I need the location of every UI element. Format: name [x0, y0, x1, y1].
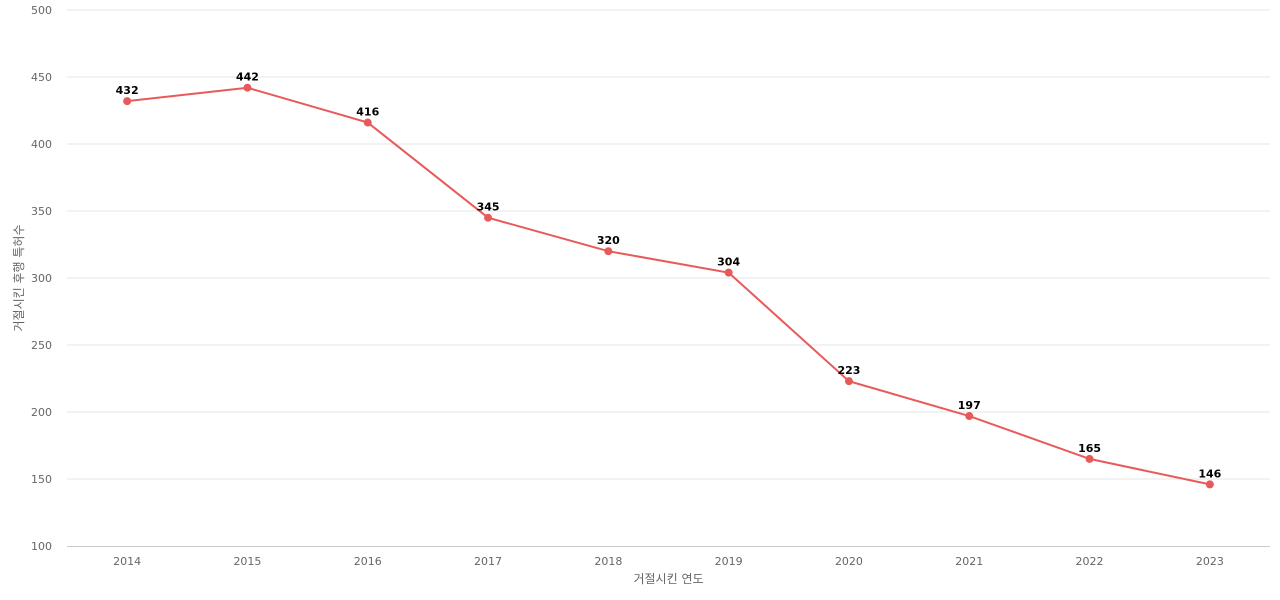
data-label: 146 — [1198, 467, 1221, 480]
y-axis-title: 거절시킨 후행 특허수 — [11, 225, 26, 332]
grid — [67, 9, 1270, 480]
x-tick-label: 2017 — [474, 555, 502, 568]
data-point[interactable] — [844, 377, 853, 386]
y-axis-ticks: 100 150 200 250 300 350 400 450 500 — [31, 4, 52, 553]
x-tick-label: 2015 — [233, 555, 261, 568]
data-point[interactable] — [363, 118, 372, 127]
x-tick-label: 2014 — [113, 555, 141, 568]
x-tick-label: 2023 — [1196, 555, 1224, 568]
data-points — [123, 83, 1214, 489]
y-tick-label: 350 — [31, 205, 52, 218]
x-axis-title: 거절시킨 연도 — [633, 572, 703, 586]
x-tick-label: 2018 — [594, 555, 622, 568]
data-label: 442 — [236, 71, 259, 84]
y-tick-label: 150 — [31, 473, 52, 486]
data-label: 416 — [356, 106, 379, 119]
data-point[interactable] — [965, 412, 974, 421]
y-tick-label: 500 — [31, 4, 52, 17]
data-point[interactable] — [1205, 480, 1214, 489]
x-tick-label: 2019 — [715, 555, 743, 568]
data-point[interactable] — [604, 247, 613, 256]
x-tick-label: 2020 — [835, 555, 863, 568]
y-tick-label: 450 — [31, 71, 52, 84]
data-label: 223 — [837, 364, 860, 377]
x-tick-label: 2022 — [1076, 555, 1104, 568]
data-label: 165 — [1078, 442, 1101, 455]
y-tick-label: 200 — [31, 406, 52, 419]
data-label: 345 — [477, 201, 500, 214]
y-tick-label: 300 — [31, 272, 52, 285]
data-label: 320 — [597, 234, 620, 247]
data-labels: 432 442 416 345 320 304 223 197 165 146 — [116, 71, 1222, 481]
y-tick-label: 100 — [31, 540, 52, 553]
data-point[interactable] — [123, 97, 132, 106]
data-point[interactable] — [724, 268, 733, 277]
data-label: 197 — [958, 399, 981, 412]
series-line — [127, 86, 1211, 486]
y-tick-label: 400 — [31, 138, 52, 151]
data-point[interactable] — [1085, 454, 1094, 463]
data-point[interactable] — [243, 83, 252, 92]
x-tick-label: 2021 — [955, 555, 983, 568]
data-label: 432 — [116, 84, 139, 97]
x-tick-label: 2016 — [354, 555, 382, 568]
data-label: 304 — [717, 256, 740, 269]
x-axis-ticks: 2014 2015 2016 2017 2018 2019 2020 2021 2022 2023 — [113, 555, 1224, 568]
y-tick-label: 250 — [31, 339, 52, 352]
data-point[interactable] — [484, 213, 493, 222]
